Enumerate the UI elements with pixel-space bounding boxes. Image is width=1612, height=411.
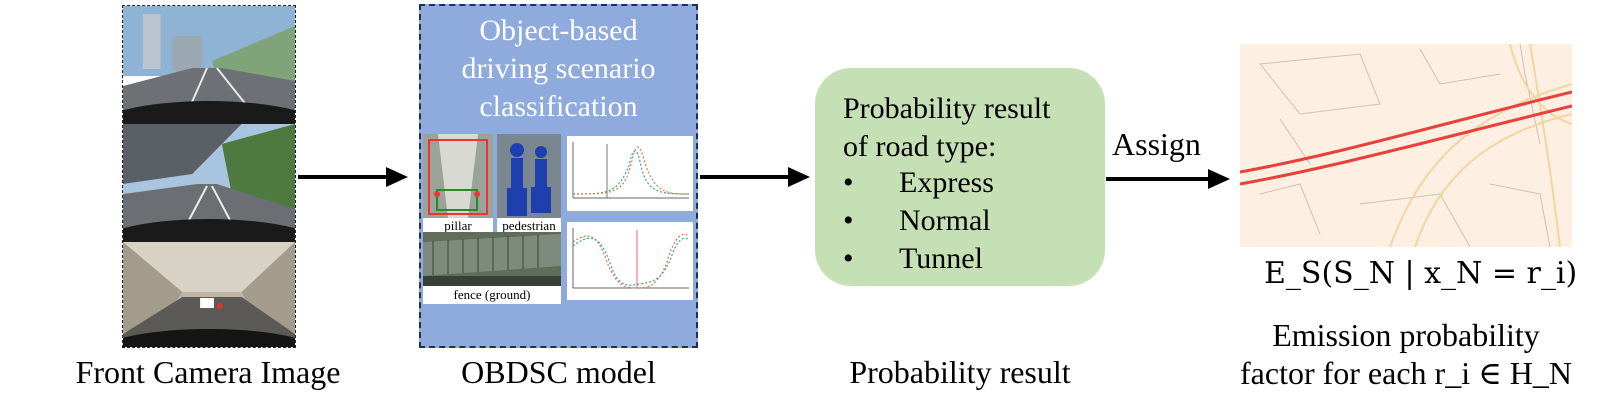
pillar-label: pillar <box>444 218 472 233</box>
road-type-label: Normal <box>899 204 991 237</box>
camera-caption: Front Camera Image <box>75 354 341 390</box>
arrow-camera-to-model <box>298 167 408 187</box>
pedestrian-thumbnail: pedestrian <box>497 134 561 234</box>
emission-caption-line-1: Emission probability <box>1272 317 1540 353</box>
road-map <box>1240 44 1572 247</box>
fence-label: fence (ground) <box>453 287 531 302</box>
probability-heading-line-1: Probability result <box>843 92 1051 125</box>
distribution-curves-top <box>572 142 690 199</box>
camera-image-elevated-road <box>123 124 295 242</box>
distribution-curves-bottom <box>572 228 690 289</box>
pillar-image <box>423 134 493 218</box>
arrow-model-to-probability <box>700 167 810 187</box>
road-type-express: • Express <box>843 166 994 200</box>
probability-caption: Probability result <box>849 354 1071 390</box>
emission-caption: Emission probability factor for each r_i… <box>1206 316 1606 392</box>
road-type-label: Tunnel <box>899 242 983 275</box>
distribution-plot-bottom <box>567 222 693 300</box>
model-caption: OBDSC model <box>461 354 656 390</box>
assign-label: Assign <box>1112 126 1201 162</box>
model-title-line-2: driving scenario <box>461 52 656 85</box>
emission-formula: E_S(S_N | x_N = r_i) <box>1264 256 1578 291</box>
probability-heading: Probability result of road type: <box>843 90 1050 166</box>
camera-image-tunnel <box>123 242 295 347</box>
emission-caption-line-2: factor for each r_i ∈ H_N <box>1240 355 1572 391</box>
probability-heading-line-2: of road type: <box>843 130 997 163</box>
front-camera-images <box>122 5 296 348</box>
camera-image-highway <box>123 6 295 124</box>
model-title-line-3: classification <box>479 90 638 123</box>
pedestrian-image <box>497 134 561 218</box>
pedestrian-label: pedestrian <box>502 218 556 233</box>
fence-image <box>423 232 561 286</box>
road-type-tunnel: • Tunnel <box>843 242 983 276</box>
obdsc-model-box: Object-based driving scenario classifica… <box>419 4 698 348</box>
bullet-icon: • <box>843 242 854 275</box>
pillar-thumbnail: pillar <box>423 134 493 234</box>
distribution-plot-top <box>567 136 693 211</box>
road-type-normal: • Normal <box>843 204 991 238</box>
model-title-line-1: Object-based <box>479 14 638 47</box>
bullet-icon: • <box>843 204 854 237</box>
road-map-graphic <box>1240 44 1572 247</box>
fence-thumbnail: fence (ground) <box>423 232 561 304</box>
road-type-label: Express <box>899 166 994 199</box>
model-title: Object-based driving scenario classifica… <box>421 12 696 126</box>
probability-result-box: Probability result of road type: • Expres… <box>815 68 1105 286</box>
bullet-icon: • <box>843 166 854 199</box>
arrow-probability-to-map <box>1106 169 1230 189</box>
